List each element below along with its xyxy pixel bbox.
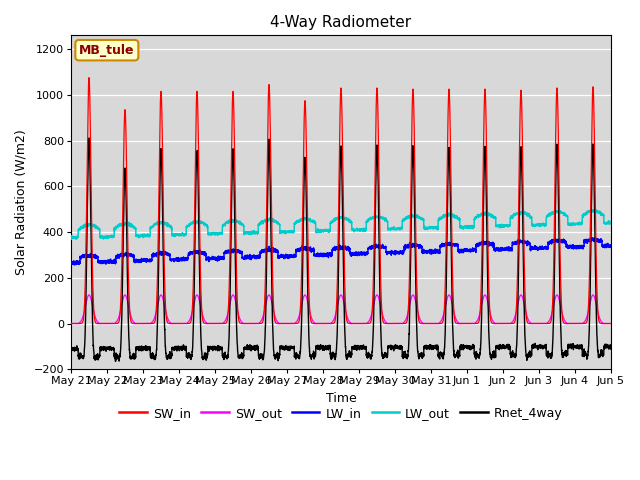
Text: MB_tule: MB_tule (79, 44, 134, 57)
X-axis label: Time: Time (326, 392, 356, 405)
Legend: SW_in, SW_out, LW_in, LW_out, Rnet_4way: SW_in, SW_out, LW_in, LW_out, Rnet_4way (115, 402, 568, 425)
Y-axis label: Solar Radiation (W/m2): Solar Radiation (W/m2) (15, 130, 28, 275)
Title: 4-Way Radiometer: 4-Way Radiometer (271, 15, 412, 30)
